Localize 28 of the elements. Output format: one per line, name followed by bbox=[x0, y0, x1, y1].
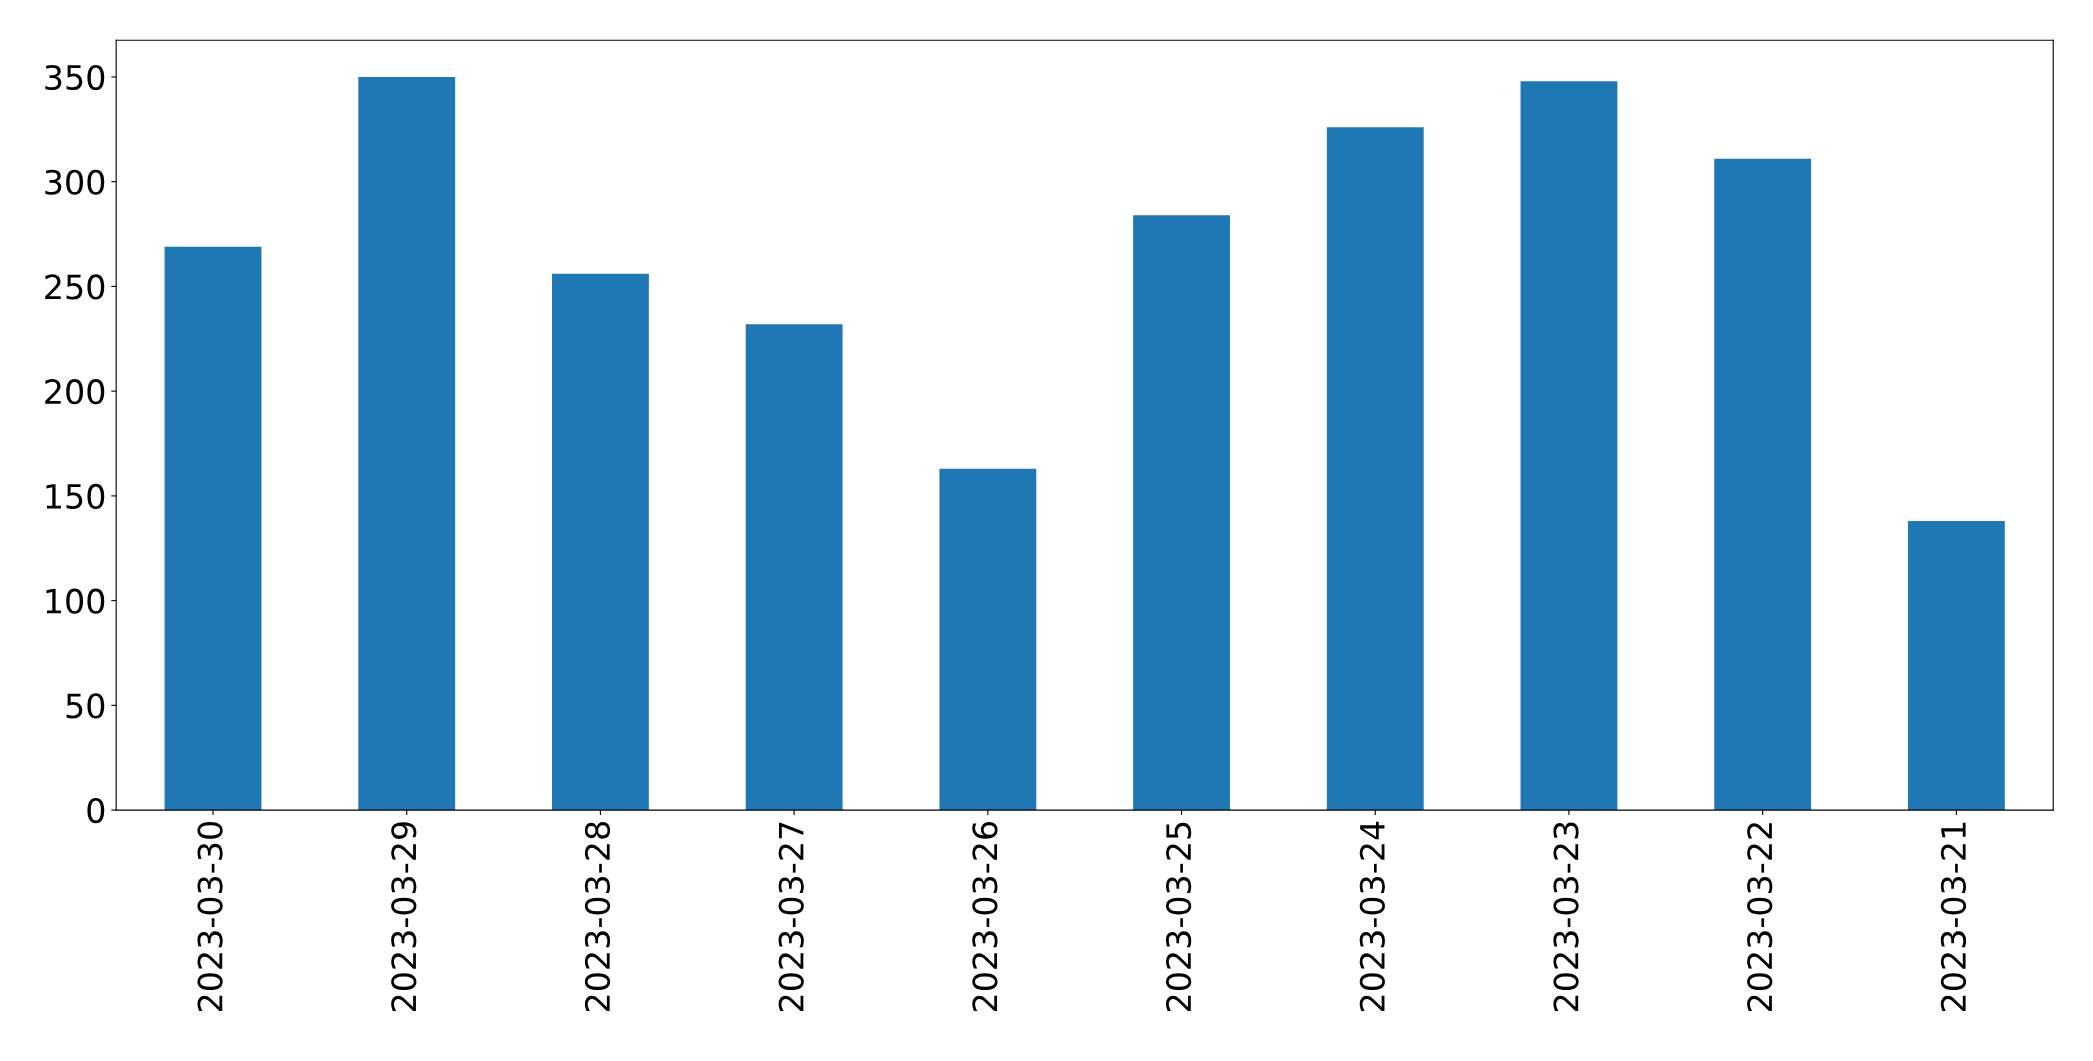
y-tick-label: 250 bbox=[45, 274, 105, 300]
x-tick-label: 2023-03-29 bbox=[391, 822, 417, 1012]
bar bbox=[164, 246, 262, 811]
x-tick-label: 2023-03-21 bbox=[1940, 822, 1967, 1012]
y-tick-label: 0 bbox=[87, 798, 105, 824]
x-tick-label: 2023-03-28 bbox=[584, 822, 611, 1012]
bar bbox=[1714, 158, 1812, 811]
y-tick-label: 300 bbox=[45, 169, 105, 195]
bar bbox=[745, 324, 843, 811]
bar bbox=[939, 468, 1037, 811]
x-tick-label: 2023-03-24 bbox=[1359, 821, 1385, 1012]
y-tick-label: 50 bbox=[66, 693, 105, 719]
y-tick-label: 150 bbox=[46, 483, 105, 510]
bar bbox=[1520, 81, 1618, 811]
x-tick-label: 2023-03-22 bbox=[1747, 823, 1773, 1012]
x-tick-label: 2023-03-23 bbox=[1553, 822, 1579, 1012]
bar bbox=[1326, 127, 1424, 811]
x-tick-label: 2023-03-30 bbox=[197, 822, 223, 1012]
x-tick-label: 2023-03-25 bbox=[1166, 822, 1192, 1012]
y-tick-label: 200 bbox=[45, 379, 105, 405]
y-tick-label: 100 bbox=[46, 588, 105, 614]
y-tick-label: 350 bbox=[45, 64, 105, 91]
bar bbox=[1907, 521, 2005, 811]
x-tick-label: 2023-03-27 bbox=[778, 822, 804, 1012]
bar bbox=[358, 76, 456, 811]
bar bbox=[1133, 215, 1230, 811]
bar bbox=[552, 273, 649, 811]
x-tick-label: 2023-03-26 bbox=[972, 821, 998, 1012]
